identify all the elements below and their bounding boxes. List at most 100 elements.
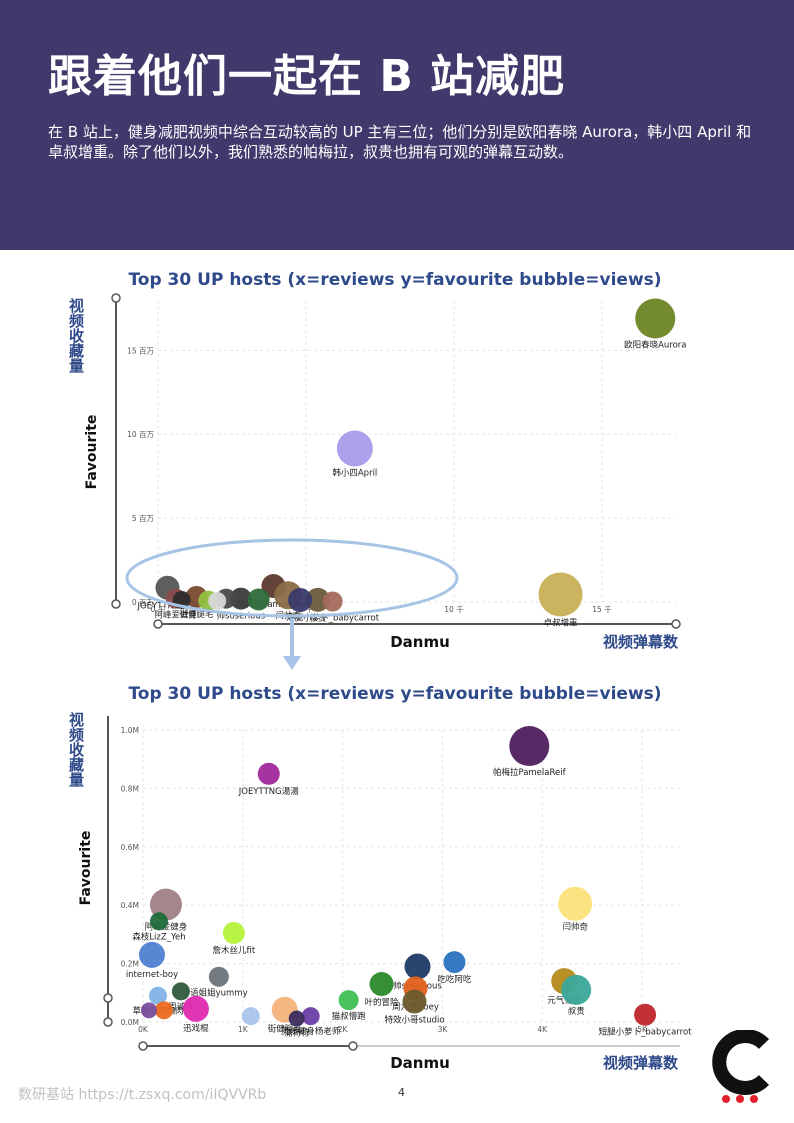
bubble-point [635,298,676,339]
bubble-point [443,951,466,974]
bubble-label: 欧阳春晓Aurora [624,339,686,350]
x-tick-label: 3K [438,1025,449,1034]
x-axis-label: Danmu [390,633,450,651]
zoom-arrow [283,618,301,670]
bubble-point [148,986,167,1005]
y-caption: 视频收藏量 [67,297,85,373]
bubble-label: 周诚泽 [168,1001,194,1012]
bubble-point [322,591,343,612]
scatter-chart-zoomed: Top 30 UP hosts (x=reviews y=favourite b… [67,684,692,1072]
x-tick-label: 4K [537,1025,548,1034]
bubble-label: 韩小四April [332,467,377,478]
x-axis-line [153,619,681,629]
bubble-point [241,1007,260,1026]
bubble-point [138,941,165,968]
y-caption: 视频收藏量 [67,711,85,787]
bubble-label: 帕梅拉PamelaReif [237,599,311,610]
grid-lines [142,729,682,1023]
bubble-point [208,966,229,987]
x-tick-label: 15 千 [592,604,612,614]
bubble-point [257,762,280,785]
y-tick-label: 0.4M [121,901,139,910]
x-axis-line [138,1041,680,1051]
x-tick-label: 10 千 [444,604,464,614]
brand-logo [712,1030,770,1103]
bubble-label: 闫帅奇 [562,922,588,933]
y-tick-label: 0.6M [121,843,139,852]
source-note: 数研基站 https://t.zsxq.com/iIQVVRb [18,1087,267,1103]
bubble-label: 帕梅拉PamelaReif [493,767,567,778]
y-tick-label: 10 百万 [127,430,154,439]
bubble-point [247,588,270,611]
y-axis-line [111,293,121,609]
bubble-point [182,995,209,1022]
bubble-label: 阿峰爱健身 [145,922,188,933]
header-banner: 跟着他们一起在 B 站减肥 在 B 站上，健身减肥视频中综合互动较高的 UP 主… [0,0,794,250]
chart-title: Top 30 UP hosts (x=reviews y=favourite b… [128,684,661,704]
bubble-point [338,990,359,1011]
y-axis-label: Favourite [84,415,100,490]
bubble-point [208,591,227,610]
bubble-label: internet-boy [126,970,178,980]
grid-lines [157,300,676,603]
bubble-point [402,989,427,1014]
bubble-label: 猫叔懵跑 [332,1011,367,1022]
bubble-point [301,1007,320,1026]
bubble-point [369,972,394,997]
x-tick-label: 0 千 [151,604,166,614]
bubble-label: 蒲特特 [284,1027,310,1038]
bubble-label: 灵魂健身杨老师 [281,1026,341,1037]
chart-title: Top 30 UP hosts (x=reviews y=favourite b… [128,270,661,290]
bubble-point [171,982,190,1001]
bubble-label: 街健腿毛 [268,1024,303,1035]
bubble-label: 阿峰爱健身 [155,610,198,621]
bubble-label: 短腿小萝卜_babycarrot [286,612,380,623]
x-tick-label: 1K [238,1025,249,1034]
bubble-group: 欧阳春晓Aurora 韩小四April 卓叔增重 JOEYTTNG湯湯 帕梅拉Pamel… [136,298,686,628]
x-caption: 视频弹幕数 [603,633,679,651]
y-tick-label: 0.0M [121,1018,139,1027]
x-axis-label: Danmu [390,1054,450,1072]
x-caption: 视频弹幕数 [603,1054,679,1072]
bubble-point [140,1002,157,1019]
bubble-point [558,886,593,921]
bubble-point [509,726,550,767]
bubble-point [222,921,245,944]
bubble-point [336,430,373,467]
bubble-label: 吃吃阿吃 [437,974,472,985]
bubble-point [149,912,168,931]
bubble-point [561,974,592,1005]
bubble-label: 帅soserious [217,611,266,622]
scatter-chart-overview: Top 30 UP hosts (x=reviews y=favourite b… [67,270,686,670]
bubble-label: JOEYTTNG湯湯 [136,601,197,612]
bubble-label: 叔贵 [568,1006,586,1017]
bubble-point [154,1001,173,1020]
y-axis-line [103,716,113,1027]
bubble-label: 叔贵 [309,613,327,624]
bubble-label: 森枝LizZ_Yeh [132,931,185,942]
y-tick-label: 15 百万 [127,346,154,355]
bubble-label: 元气菊仔 [547,995,582,1006]
y-tick-label: 5 百万 [132,514,155,523]
tick-labels: 0.0M 0.2M 0.4M 0.6M 0.8M 1.0M 0K 1K 2K 3K 4K 5K [121,726,648,1034]
bubble-label: 叶的冒险 [365,997,400,1008]
highlight-ellipse [125,538,459,618]
y-axis-label: Favourite [78,831,94,906]
y-tick-label: 0 百万 [132,598,155,607]
bubble-label: 詹木丝儿fit [212,945,255,956]
bubble-point [229,587,252,610]
x-tick-label: 5K [637,1025,648,1034]
bubble-label: 特效小哥studio [384,1015,444,1026]
page-title: 跟着他们一起在 B 站减肥 [48,51,566,102]
bubble-label: 街健腿毛 [179,609,214,620]
bubble-label: 迅戏棍 [183,1023,209,1034]
y-tick-label: 0.8M [121,784,139,793]
x-tick-label: 2K [338,1025,349,1034]
bubble-label: 短腿小萝卜_babycarrot [599,1027,693,1038]
bubble-point [288,587,313,612]
intro-text: 在 B 站上，健身减肥视频中综合互动较高的 UP 主有三位；他们分别是欧阳春晓 … [48,123,752,161]
bubble-label: 语姐姐yummy [190,988,248,999]
bubble-point [538,572,583,617]
